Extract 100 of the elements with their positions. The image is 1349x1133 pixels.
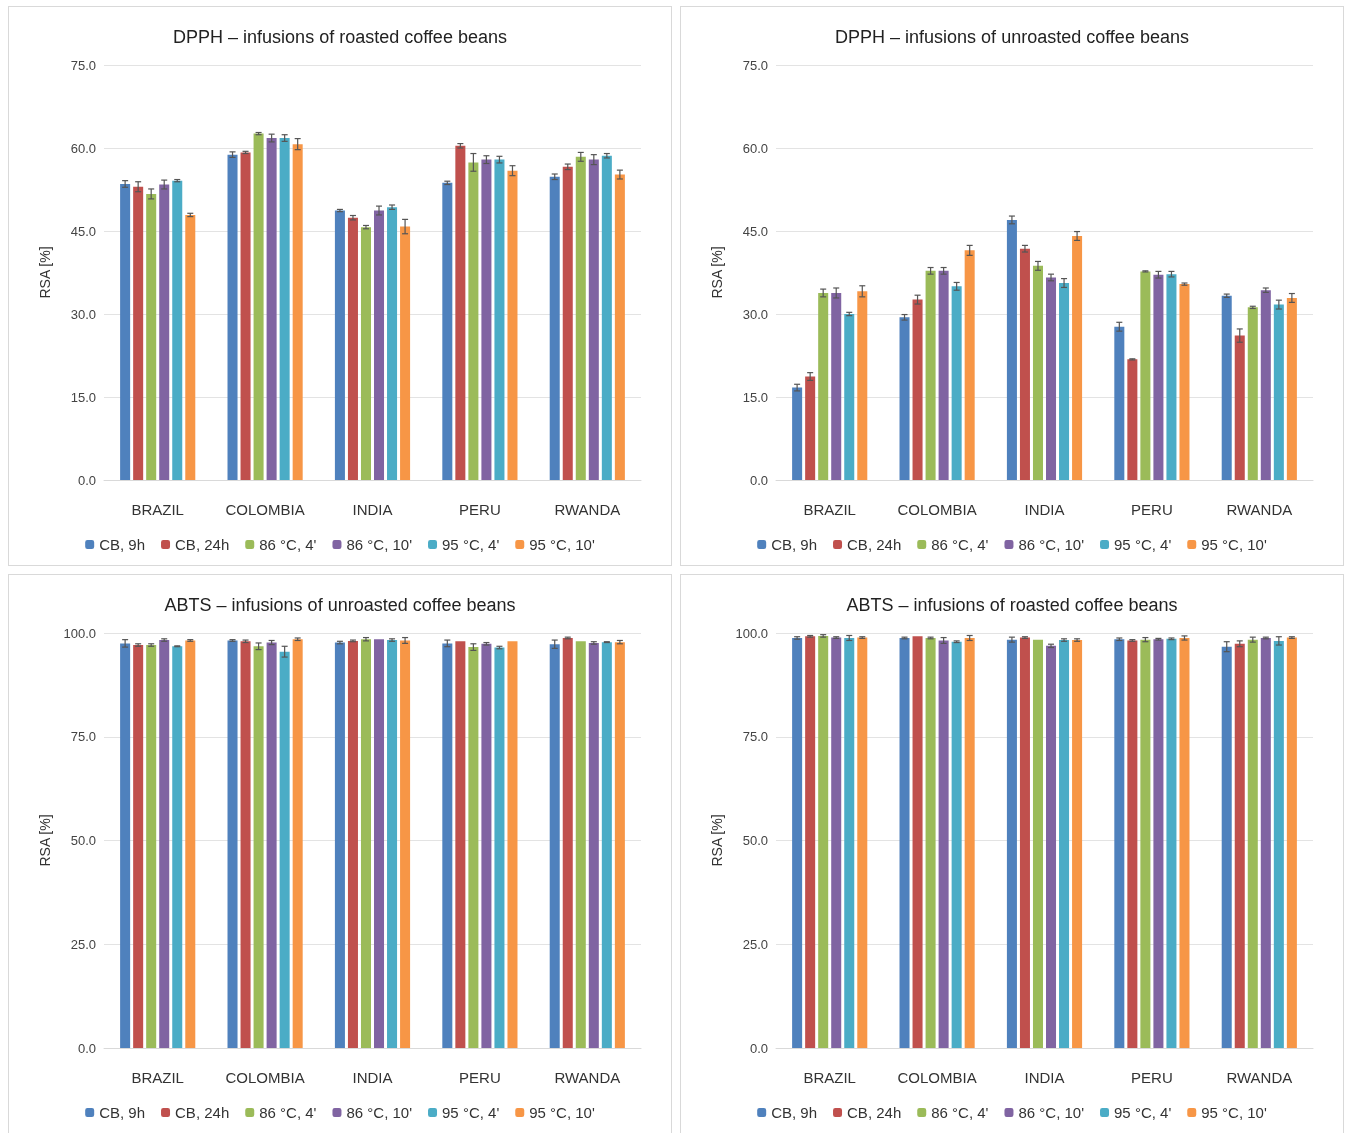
bar xyxy=(227,154,238,480)
bar xyxy=(899,637,910,1048)
bar xyxy=(227,640,238,1048)
bar xyxy=(266,642,277,1048)
x-tick-label: PERU xyxy=(1131,1069,1173,1086)
bar xyxy=(279,651,290,1048)
bar xyxy=(387,640,398,1048)
legend-label: 95 °C, 10' xyxy=(529,536,595,553)
bar xyxy=(360,639,371,1048)
y-tick-label: 15.0 xyxy=(70,389,96,405)
bar xyxy=(1221,295,1232,480)
bar xyxy=(588,159,599,480)
legend-label: CB, 9h xyxy=(99,1104,146,1121)
bar xyxy=(1072,640,1083,1048)
bar xyxy=(818,292,829,480)
bar xyxy=(575,641,586,1048)
bar xyxy=(1127,640,1138,1048)
bar xyxy=(912,636,923,1048)
y-tick-label: 45.0 xyxy=(70,223,96,239)
bar xyxy=(1046,277,1057,480)
x-tick-label: COLOMBIA xyxy=(897,501,977,518)
bar xyxy=(1046,645,1057,1048)
legend-label: 95 °C, 4' xyxy=(1114,1104,1172,1121)
bar xyxy=(925,270,936,480)
bar xyxy=(951,286,962,480)
bar xyxy=(1179,284,1190,480)
bar xyxy=(481,159,492,480)
legend-label: CB, 24h xyxy=(175,1104,230,1121)
bar xyxy=(1006,219,1017,480)
y-tick-label: 0.0 xyxy=(77,472,96,488)
bar xyxy=(240,641,251,1048)
y-tick-label: 45.0 xyxy=(742,223,768,239)
bar xyxy=(792,637,803,1048)
bar xyxy=(601,155,612,480)
legend-label: 86 °C, 10' xyxy=(346,1104,413,1121)
x-tick-label: INDIA xyxy=(352,1069,393,1086)
legend-label: 95 °C, 10' xyxy=(1201,1104,1267,1121)
bar xyxy=(844,637,855,1048)
chart-title: ABTS – infusions of unroasted coffee beans xyxy=(164,595,516,615)
bar xyxy=(575,156,586,480)
bar xyxy=(1286,637,1297,1048)
bar xyxy=(805,636,816,1048)
bar xyxy=(1260,290,1271,480)
legend-label: 86 °C, 4' xyxy=(931,536,989,553)
legend-label: CB, 9h xyxy=(99,536,146,553)
bar xyxy=(146,645,157,1048)
y-tick-label: 75.0 xyxy=(742,729,768,745)
chart-title: DPPH – infusions of roasted coffee beans xyxy=(173,27,507,47)
bar xyxy=(1032,265,1043,480)
bar xyxy=(912,299,923,480)
bar xyxy=(857,291,868,480)
bar xyxy=(172,180,183,480)
bar xyxy=(1273,304,1284,480)
bar xyxy=(120,183,131,480)
y-axis-title: RSA [%] xyxy=(709,814,725,867)
bar xyxy=(334,210,345,480)
bar xyxy=(562,166,573,480)
bar xyxy=(240,152,251,480)
bar xyxy=(374,210,385,480)
bar xyxy=(925,637,936,1048)
bar xyxy=(442,182,453,480)
bar xyxy=(614,642,625,1048)
bar xyxy=(494,159,505,480)
x-tick-label: PERU xyxy=(459,501,501,518)
bar xyxy=(133,645,144,1048)
legend-label: 86 °C, 4' xyxy=(259,1104,317,1121)
bar xyxy=(159,184,170,480)
bar xyxy=(1166,638,1177,1048)
bar xyxy=(562,637,573,1048)
bar xyxy=(185,214,196,480)
x-tick-label: BRAZIL xyxy=(131,501,184,518)
legend-label: 95 °C, 4' xyxy=(442,536,500,553)
bar xyxy=(1059,283,1070,480)
y-tick-label: 75.0 xyxy=(70,57,96,73)
legend-label: 86 °C, 4' xyxy=(931,1104,989,1121)
bar xyxy=(614,174,625,480)
x-tick-label: INDIA xyxy=(1024,501,1065,518)
x-tick-label: RWANDA xyxy=(1226,501,1293,518)
legend-label: CB, 24h xyxy=(175,536,230,553)
bar xyxy=(253,646,264,1048)
bar xyxy=(844,314,855,480)
bar xyxy=(185,640,196,1048)
bar xyxy=(1140,271,1151,480)
bar xyxy=(1179,637,1190,1048)
chart-title: DPPH – infusions of unroasted coffee beans xyxy=(835,27,1189,47)
bar xyxy=(1140,639,1151,1048)
x-tick-label: RWANDA xyxy=(554,1069,621,1086)
bar xyxy=(857,637,868,1048)
bar xyxy=(549,644,560,1048)
y-tick-label: 50.0 xyxy=(742,833,768,848)
bar xyxy=(831,292,842,480)
bar xyxy=(468,162,479,480)
bar xyxy=(964,637,975,1048)
bar xyxy=(588,642,599,1048)
bar xyxy=(481,643,492,1048)
legend-label: 86 °C, 4' xyxy=(259,536,317,553)
bar xyxy=(1153,639,1164,1048)
bar xyxy=(805,376,816,480)
bar xyxy=(1234,643,1245,1048)
x-tick-label: COLOMBIA xyxy=(897,1069,977,1086)
